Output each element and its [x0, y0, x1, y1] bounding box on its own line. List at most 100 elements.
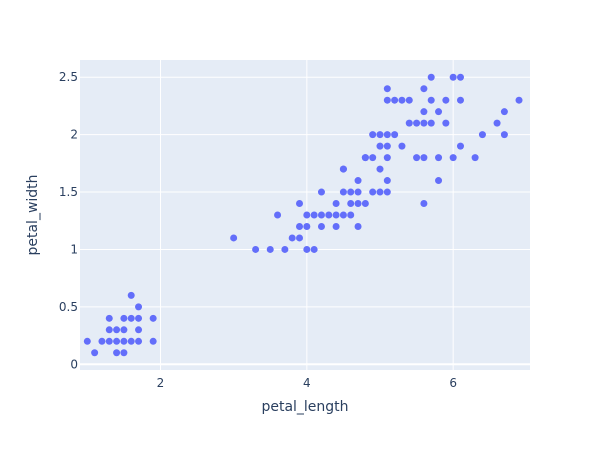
data-point[interactable]	[135, 303, 143, 311]
data-point[interactable]	[383, 177, 391, 185]
data-point[interactable]	[288, 234, 296, 242]
data-point[interactable]	[427, 119, 435, 127]
data-point[interactable]	[398, 142, 406, 150]
data-point[interactable]	[347, 188, 355, 196]
data-point[interactable]	[449, 73, 457, 81]
data-point[interactable]	[435, 108, 443, 116]
data-point[interactable]	[347, 200, 355, 208]
data-point[interactable]	[113, 326, 121, 334]
data-point[interactable]	[98, 337, 106, 345]
data-point[interactable]	[413, 119, 421, 127]
data-point[interactable]	[120, 314, 128, 322]
data-point[interactable]	[383, 96, 391, 104]
data-point[interactable]	[383, 85, 391, 93]
data-point[interactable]	[427, 73, 435, 81]
data-point[interactable]	[252, 245, 260, 253]
data-point[interactable]	[149, 337, 157, 345]
data-point[interactable]	[332, 200, 340, 208]
data-point[interactable]	[442, 119, 450, 127]
data-point[interactable]	[478, 131, 486, 139]
data-point[interactable]	[369, 188, 377, 196]
data-point[interactable]	[420, 200, 428, 208]
data-point[interactable]	[405, 96, 413, 104]
data-point[interactable]	[500, 131, 508, 139]
data-point[interactable]	[354, 200, 362, 208]
data-point[interactable]	[391, 131, 399, 139]
data-point[interactable]	[383, 188, 391, 196]
data-point[interactable]	[120, 349, 128, 357]
data-point[interactable]	[317, 222, 325, 230]
data-point[interactable]	[296, 222, 304, 230]
data-point[interactable]	[420, 85, 428, 93]
data-point[interactable]	[398, 96, 406, 104]
data-point[interactable]	[471, 154, 479, 162]
data-point[interactable]	[105, 314, 113, 322]
data-point[interactable]	[435, 154, 443, 162]
data-point[interactable]	[303, 211, 311, 219]
data-point[interactable]	[83, 337, 91, 345]
data-point[interactable]	[332, 222, 340, 230]
data-point[interactable]	[420, 108, 428, 116]
data-point[interactable]	[456, 142, 464, 150]
data-point[interactable]	[405, 119, 413, 127]
data-point[interactable]	[413, 154, 421, 162]
data-point[interactable]	[274, 211, 282, 219]
data-point[interactable]	[493, 119, 501, 127]
data-point[interactable]	[281, 245, 289, 253]
data-point[interactable]	[376, 142, 384, 150]
data-point[interactable]	[361, 154, 369, 162]
data-point[interactable]	[354, 188, 362, 196]
data-point[interactable]	[149, 314, 157, 322]
data-point[interactable]	[420, 119, 428, 127]
data-point[interactable]	[230, 234, 238, 242]
data-point[interactable]	[303, 245, 311, 253]
data-point[interactable]	[427, 96, 435, 104]
data-point[interactable]	[391, 96, 399, 104]
data-point[interactable]	[325, 211, 333, 219]
data-point[interactable]	[456, 73, 464, 81]
data-point[interactable]	[420, 154, 428, 162]
data-point[interactable]	[127, 314, 135, 322]
data-point[interactable]	[361, 200, 369, 208]
data-point[interactable]	[127, 291, 135, 299]
data-point[interactable]	[105, 337, 113, 345]
data-point[interactable]	[449, 154, 457, 162]
data-point[interactable]	[135, 326, 143, 334]
data-point[interactable]	[135, 337, 143, 345]
data-point[interactable]	[332, 211, 340, 219]
data-point[interactable]	[135, 314, 143, 322]
data-point[interactable]	[500, 108, 508, 116]
data-point[interactable]	[310, 211, 318, 219]
data-point[interactable]	[347, 211, 355, 219]
data-point[interactable]	[120, 326, 128, 334]
data-point[interactable]	[310, 245, 318, 253]
data-point[interactable]	[354, 177, 362, 185]
data-point[interactable]	[113, 349, 121, 357]
data-point[interactable]	[296, 200, 304, 208]
data-point[interactable]	[317, 211, 325, 219]
data-point[interactable]	[369, 131, 377, 139]
data-point[interactable]	[339, 211, 347, 219]
data-point[interactable]	[317, 188, 325, 196]
data-point[interactable]	[120, 337, 128, 345]
data-point[interactable]	[383, 154, 391, 162]
data-point[interactable]	[383, 142, 391, 150]
data-point[interactable]	[376, 188, 384, 196]
data-point[interactable]	[296, 234, 304, 242]
data-point[interactable]	[339, 165, 347, 173]
data-point[interactable]	[435, 177, 443, 185]
data-point[interactable]	[515, 96, 523, 104]
data-point[interactable]	[354, 222, 362, 230]
data-point[interactable]	[266, 245, 274, 253]
data-point[interactable]	[369, 154, 377, 162]
data-point[interactable]	[456, 96, 464, 104]
data-point[interactable]	[339, 188, 347, 196]
data-point[interactable]	[383, 131, 391, 139]
data-point[interactable]	[303, 222, 311, 230]
data-point[interactable]	[376, 165, 384, 173]
data-point[interactable]	[127, 337, 135, 345]
data-point[interactable]	[105, 326, 113, 334]
data-point[interactable]	[113, 337, 121, 345]
data-point[interactable]	[91, 349, 99, 357]
data-point[interactable]	[442, 96, 450, 104]
